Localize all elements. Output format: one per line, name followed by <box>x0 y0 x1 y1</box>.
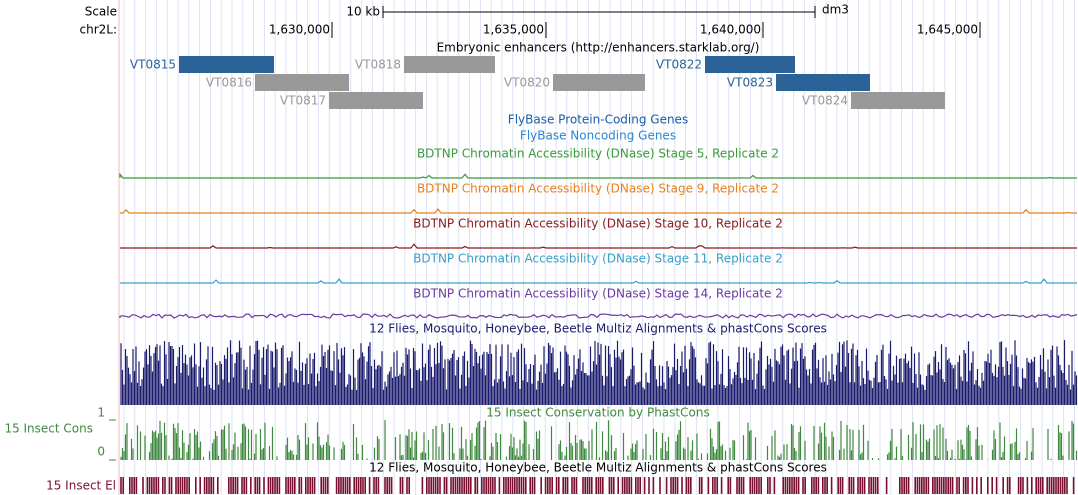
enhancer-feature <box>776 74 870 91</box>
enhancer-label: VT0815 <box>130 58 176 72</box>
enhancer-label: VT0817 <box>280 94 326 108</box>
enhancer-feature <box>255 74 349 91</box>
enhancer-label: VT0820 <box>504 76 550 90</box>
track-title: BDTNP Chromatin Accessibility (DNase) St… <box>417 147 779 161</box>
enhancer-feature <box>404 56 495 73</box>
axis-ticks <box>109 419 116 461</box>
track-title: 12 Flies, Mosquito, Honeybee, Beetle Mul… <box>369 461 827 475</box>
scale-bar <box>382 6 816 18</box>
track-title: Embryonic enhancers (http://enhancers.st… <box>437 41 760 55</box>
side-label: 15 Insect Cons <box>4 422 93 436</box>
assembly-label: dm3 <box>822 3 849 17</box>
ruler-label: 1,640,000 <box>700 23 761 37</box>
enhancer-label: VT0824 <box>802 94 848 108</box>
element-marks <box>120 477 1075 494</box>
axis-label: 0 <box>97 445 105 459</box>
track-title: FlyBase Noncoding Genes <box>520 129 676 143</box>
ruler-label: 1,630,000 <box>269 23 330 37</box>
signal-line <box>119 313 1078 319</box>
track-title: BDTNP Chromatin Accessibility (DNase) St… <box>413 217 783 231</box>
track-title: FlyBase Protein-Coding Genes <box>508 113 688 127</box>
scale-label: Scale <box>85 5 117 19</box>
enhancer-feature <box>179 56 274 73</box>
enhancer-feature <box>705 56 795 73</box>
signal-line <box>120 278 1077 284</box>
conservation-bars <box>120 340 1078 405</box>
signal-line <box>119 172 1077 179</box>
enhancer-label: VT0823 <box>727 76 773 90</box>
chrom-label: chr2L: <box>80 23 118 37</box>
ruler-label: 1,635,000 <box>483 23 544 37</box>
track-title: BDTNP Chromatin Accessibility (DNase) St… <box>417 182 779 196</box>
enhancer-label: VT0818 <box>355 58 401 72</box>
phastcons-bars <box>120 420 1078 460</box>
signal-line <box>120 243 1077 249</box>
track-title: BDTNP Chromatin Accessibility (DNase) St… <box>413 287 783 301</box>
enhancer-feature <box>553 74 645 91</box>
track-title: 15 Insect Conservation by PhastCons <box>486 406 709 420</box>
track-title: 12 Flies, Mosquito, Honeybee, Beetle Mul… <box>369 322 827 336</box>
axis-label: 1 <box>97 406 105 420</box>
scale-bar-label: 10 kb <box>346 5 380 19</box>
enhancer-feature <box>329 92 423 109</box>
signal-line <box>120 208 1077 214</box>
ruler-label: 1,645,000 <box>917 23 978 37</box>
enhancer-feature <box>851 92 945 109</box>
track-title: BDTNP Chromatin Accessibility (DNase) St… <box>413 252 783 266</box>
side-label: 15 Insect El <box>46 479 116 493</box>
enhancer-label: VT0822 <box>656 58 702 72</box>
enhancer-label: VT0816 <box>206 76 252 90</box>
